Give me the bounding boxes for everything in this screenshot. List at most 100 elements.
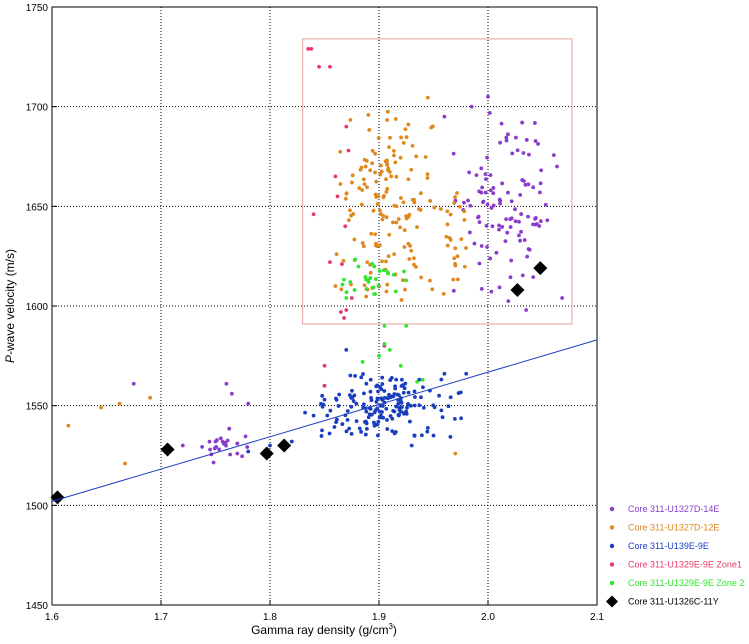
data-point bbox=[385, 118, 390, 122]
data-point bbox=[380, 410, 384, 414]
data-point bbox=[476, 215, 480, 220]
data-point bbox=[343, 224, 348, 229]
data-point bbox=[428, 199, 433, 203]
data-point bbox=[376, 433, 380, 438]
data-point bbox=[406, 122, 411, 127]
data-point bbox=[536, 141, 540, 146]
data-point bbox=[451, 151, 456, 156]
data-point bbox=[117, 401, 122, 406]
data-point bbox=[344, 290, 349, 295]
data-point bbox=[555, 164, 559, 169]
legend-label: Core 311-U1327D-14E bbox=[628, 504, 719, 514]
data-point bbox=[368, 406, 373, 411]
data-point bbox=[224, 381, 229, 386]
data-point bbox=[328, 408, 333, 413]
data-point bbox=[351, 399, 356, 403]
data-point bbox=[479, 166, 484, 171]
data-point bbox=[338, 310, 343, 314]
highlight-box bbox=[302, 38, 573, 325]
data-point bbox=[386, 254, 391, 259]
data-point bbox=[365, 185, 369, 190]
data-point bbox=[452, 201, 457, 205]
data-point bbox=[504, 217, 509, 222]
data-point bbox=[362, 182, 367, 186]
data-point bbox=[421, 385, 425, 390]
data-point bbox=[415, 379, 420, 384]
data-point bbox=[375, 396, 380, 401]
data-point bbox=[371, 285, 376, 290]
data-point bbox=[333, 174, 338, 179]
data-point bbox=[498, 140, 503, 145]
data-point bbox=[442, 114, 447, 119]
data-point bbox=[388, 347, 392, 352]
y-tick-label: 1700 bbox=[26, 103, 49, 114]
data-point bbox=[533, 216, 538, 220]
data-point bbox=[452, 417, 457, 421]
data-point bbox=[245, 445, 250, 449]
data-point bbox=[486, 94, 490, 99]
data-point bbox=[415, 225, 419, 230]
data-point bbox=[361, 372, 365, 376]
y-axis-label: P-wave velocity (m/s) bbox=[3, 249, 17, 363]
data-point bbox=[309, 46, 314, 51]
data-point bbox=[429, 125, 434, 130]
data-point bbox=[363, 164, 368, 169]
data-point bbox=[525, 254, 530, 259]
data-point bbox=[393, 430, 398, 434]
data-point bbox=[401, 390, 406, 395]
data-point bbox=[418, 208, 423, 212]
data-point bbox=[504, 135, 509, 140]
data-point bbox=[506, 132, 510, 137]
data-point bbox=[404, 135, 409, 140]
data-point bbox=[385, 187, 390, 191]
data-point bbox=[446, 404, 451, 409]
data-point bbox=[328, 64, 332, 69]
data-point bbox=[474, 173, 479, 178]
data-point bbox=[396, 401, 401, 406]
x-tick-label: 1.8 bbox=[263, 612, 277, 623]
data-point bbox=[387, 232, 392, 237]
data-point bbox=[453, 195, 457, 199]
data-point bbox=[366, 415, 371, 420]
data-point bbox=[437, 393, 441, 398]
data-point bbox=[370, 261, 375, 266]
legend-label: Core 311-U1326C-11Y bbox=[628, 597, 719, 607]
data-point bbox=[344, 296, 349, 300]
data-point bbox=[464, 246, 468, 250]
data-point bbox=[489, 206, 494, 210]
data-point bbox=[387, 170, 392, 174]
data-point bbox=[392, 392, 397, 396]
data-point bbox=[372, 292, 377, 296]
data-point-diamond bbox=[533, 261, 548, 276]
data-point bbox=[409, 248, 414, 253]
data-point bbox=[459, 416, 464, 421]
data-point bbox=[200, 444, 205, 449]
data-point bbox=[425, 429, 430, 434]
data-point bbox=[289, 439, 294, 444]
data-point bbox=[459, 237, 464, 242]
data-point bbox=[445, 222, 450, 227]
data-point bbox=[66, 423, 71, 428]
data-point bbox=[243, 434, 248, 439]
data-point bbox=[419, 275, 424, 280]
data-point bbox=[342, 277, 346, 282]
data-point bbox=[506, 299, 511, 304]
data-point bbox=[211, 460, 216, 465]
trendline bbox=[51, 339, 598, 502]
data-point bbox=[425, 172, 430, 177]
data-point bbox=[340, 262, 344, 267]
data-point bbox=[377, 243, 382, 248]
x-tick-label: 1.7 bbox=[154, 612, 168, 623]
data-point bbox=[524, 137, 529, 142]
data-point bbox=[394, 174, 399, 179]
legend-marker bbox=[609, 506, 615, 512]
y-tick-label: 1550 bbox=[26, 402, 49, 413]
data-point bbox=[325, 413, 330, 418]
data-point bbox=[412, 197, 416, 202]
data-point bbox=[401, 200, 406, 205]
data-point bbox=[356, 264, 361, 269]
data-point bbox=[403, 287, 407, 292]
data-point bbox=[376, 283, 381, 288]
legend-label: Core 311-U1327D-12E bbox=[628, 523, 719, 533]
